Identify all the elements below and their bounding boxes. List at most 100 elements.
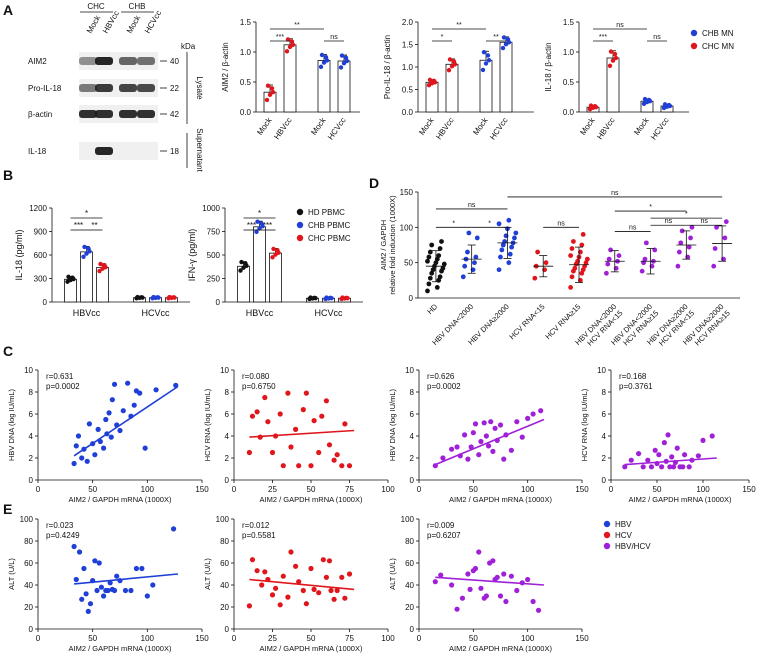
data-point [172,295,177,300]
data-point [636,451,642,457]
data-point [700,437,706,443]
data-point [140,295,145,300]
y-tick-label: 4 [225,432,230,441]
group-label: HBVcc [73,308,101,318]
significance-label: *** [599,34,607,41]
y-tick-label: 0 [225,625,230,634]
y-axis-label: HBV DNA (log IU/mL) [7,388,16,461]
data-point [109,397,115,403]
data-point [107,580,113,586]
data-point [499,247,505,253]
blot-band [95,147,113,155]
group-label: HBVcc [246,308,274,318]
supernatant-label: Supernatant [195,128,204,172]
data-point [679,228,685,234]
y-tick-label: 0 [410,625,415,634]
data-point [81,254,86,260]
y-tick-label: 10 [220,366,229,375]
data-point [249,413,256,419]
y-tick-label: 4 [410,432,415,441]
bar [283,44,297,113]
legend-label: HBV [615,520,632,529]
data-point [538,408,544,414]
y-tick-label: 0 [410,476,415,485]
data-point [79,455,85,461]
data-point [319,413,325,419]
x-tick-label: 0 [417,634,422,643]
data-point [133,565,139,572]
significance-label: ns [611,190,619,197]
data-point [260,224,265,229]
x-tick-label: 0 [232,634,237,643]
data-point [490,448,496,454]
x-tick-label: 150 [195,634,209,643]
data-point [84,458,90,464]
y-tick-label: 100 [400,223,414,232]
data-point [483,61,489,66]
data-point [277,411,283,417]
significance-label: * [85,209,88,218]
data-point [488,419,494,425]
blot-band [79,110,97,118]
y-tick-label: 100 [216,515,230,524]
data-point [616,253,622,258]
data-point [434,285,440,290]
blot-band [79,84,97,92]
y-tick-label: 80 [405,537,414,546]
x-tick-label: 0 [36,634,41,643]
data-point [722,235,728,241]
data-point [105,587,111,594]
data-point [334,452,340,458]
y-tick-label: 250 [207,275,221,284]
data-point [674,445,680,451]
blot-strip [79,142,158,160]
data-point [262,569,268,575]
panel-letter-b: B [3,167,13,183]
data-point [572,265,578,271]
data-point [498,254,503,260]
data-point [569,246,575,251]
y-tick-label: 750 [207,228,221,237]
data-point [441,261,447,267]
data-point [246,449,252,456]
data-point [340,295,345,300]
significance-label: ns [701,218,709,225]
correlation-r: r=0.023 [46,521,74,530]
data-point [525,415,531,421]
data-point [329,295,334,301]
data-point [246,603,252,609]
data-point [296,579,302,585]
correlation-p: p=0.4249 [46,531,80,540]
y-tick-label: 150 [400,188,414,197]
x-tick-label: 150 [742,485,756,494]
significance-label: ns [468,202,476,209]
data-point [66,274,71,280]
data-point [645,457,651,463]
data-point [512,235,517,241]
data-point [277,602,283,608]
data-point [437,274,443,280]
data-point [670,464,677,470]
correlation-p: p=0.6750 [242,382,276,391]
significance-label: ** [294,22,300,29]
data-point [543,260,549,266]
data-point [83,591,89,597]
data-point [437,246,443,251]
data-point [640,464,646,470]
legend-label: CHB MN [702,29,734,38]
chart-b2: 0 250 500 750 1000 IFN-γ (pg/ml) HBVcc HCVcc ***… [187,204,363,318]
data-point [308,565,314,572]
bar [499,41,513,113]
y-tick-label: 6 [225,410,230,419]
data-point [530,411,536,417]
y-tick-label: 1.5 [563,18,575,27]
data-point [439,239,444,244]
legend-marker [296,221,304,229]
y-tick-label: 4 [29,432,34,441]
y-tick-label: 100 [20,515,34,524]
data-point [568,253,573,258]
y-tick-label: 1.0 [402,63,414,72]
